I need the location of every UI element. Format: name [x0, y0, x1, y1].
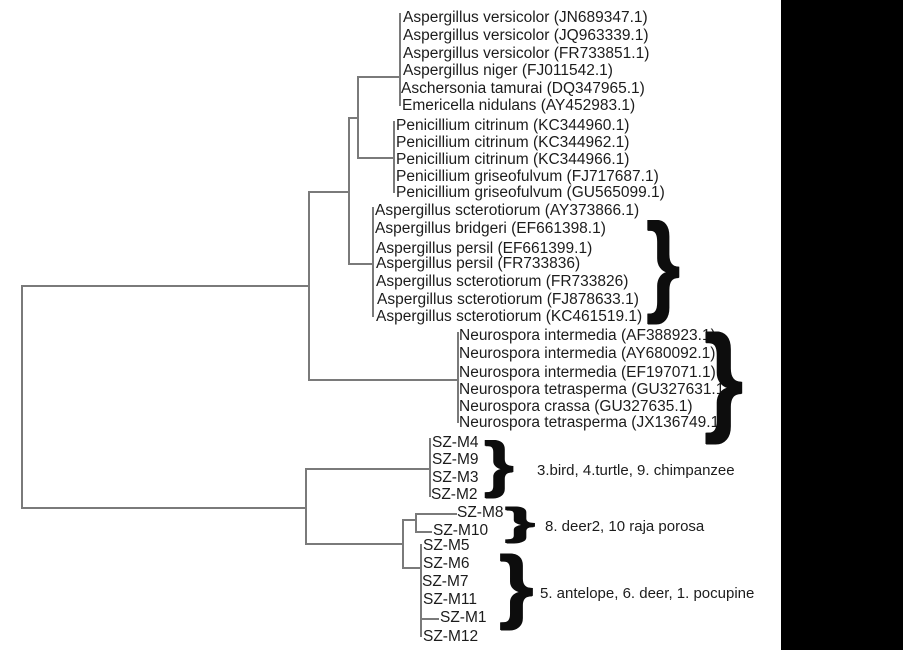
taxon-label: Neurospora tetrasperma (JX136749.1): [459, 414, 725, 431]
branch-line-horizontal: [21, 507, 307, 509]
taxon-label: Aspergillus scterotiorum (FR733826): [376, 273, 629, 290]
taxon-label: Aschersonia tamurai (DQ347965.1): [401, 80, 645, 97]
taxon-label: Penicillium griseofulvum (FJ717687.1): [396, 168, 659, 185]
branch-line-horizontal: [305, 468, 431, 470]
taxon-label: SZ-M9: [432, 451, 479, 468]
branch-line-horizontal: [415, 531, 432, 533]
taxon-label: Aspergillus scterotiorum (KC461519.1): [376, 308, 643, 325]
cluster-bracket: }: [704, 309, 744, 445]
taxon-label: SZ-M7: [422, 573, 469, 590]
branch-line-horizontal: [420, 618, 439, 620]
cluster-bracket: }: [505, 501, 535, 544]
taxon-label: Aspergillus scterotiorum (FJ878633.1): [377, 291, 639, 308]
taxon-label: Neurospora intermedia (AF388923.1): [459, 327, 716, 344]
taxon-label: SZ-M5: [423, 537, 470, 554]
taxon-label: Penicillium citrinum (KC344960.1): [396, 117, 630, 134]
taxon-label: Aspergillus scterotiorum (AY373866.1): [375, 202, 640, 219]
branch-line-vertical: [457, 332, 459, 423]
taxon-label: Penicillium griseofulvum (GU565099.1): [396, 184, 665, 201]
branch-line-horizontal: [308, 379, 459, 381]
black-side-panel: [781, 0, 903, 650]
branch-line-horizontal: [357, 157, 395, 159]
branch-line-vertical: [420, 544, 422, 637]
branch-line-horizontal: [348, 263, 374, 265]
taxon-label: Aspergillus bridgeri (EF661398.1): [375, 220, 606, 237]
taxon-label: SZ-M3: [432, 469, 479, 486]
cluster-annotation: 3.bird, 4.turtle, 9. chimpanzee: [537, 462, 735, 479]
cluster-bracket: }: [484, 430, 514, 499]
taxon-label: Aspergillus persil (FR733836): [376, 255, 581, 272]
taxon-label: SZ-M12: [423, 628, 479, 645]
branch-line-vertical: [305, 468, 307, 543]
branch-line-horizontal: [357, 76, 401, 78]
branch-line-horizontal: [305, 543, 404, 545]
taxon-label: SZ-M2: [431, 486, 478, 503]
taxon-label: SZ-M10: [433, 522, 489, 539]
taxon-label: Neurospora intermedia (AY680092.1): [459, 345, 716, 362]
branch-line-horizontal: [402, 519, 417, 521]
taxon-label: Aspergillus niger (FJ011542.1): [403, 62, 613, 79]
cluster-annotation: 8. deer2, 10 raja porosa: [545, 518, 705, 535]
cluster-bracket: }: [646, 201, 681, 325]
taxon-label: SZ-M6: [423, 555, 470, 572]
taxon-label: Aspergillus versicolor (FR733851.1): [403, 45, 650, 62]
taxon-label: Aspergillus versicolor (JQ963339.1): [403, 27, 649, 44]
branch-line-vertical: [399, 13, 401, 106]
taxon-label: Aspergillus versicolor (JN689347.1): [403, 9, 648, 26]
taxon-label: Neurospora intermedia (EF197071.1): [459, 364, 716, 381]
branch-line-horizontal: [402, 567, 422, 569]
taxon-label: Aspergillus persil (EF661399.1): [376, 240, 593, 257]
branch-line-horizontal: [308, 191, 350, 193]
taxon-label: SZ-M11: [423, 591, 477, 608]
taxon-label: Penicillium citrinum (KC344966.1): [396, 151, 630, 168]
branch-line-horizontal: [21, 285, 310, 287]
taxon-label: Neurospora tetrasperma (GU327631.1): [459, 381, 730, 398]
taxon-label: Neurospora crassa (GU327635.1): [459, 398, 693, 415]
taxon-label: Emericella nidulans (AY452983.1): [402, 97, 636, 114]
taxon-label: Penicillium citrinum (KC344962.1): [396, 134, 630, 151]
branch-line-vertical: [21, 285, 23, 507]
branch-line-horizontal: [415, 513, 457, 515]
branch-line-vertical: [429, 438, 431, 497]
taxon-label: SZ-M4: [432, 434, 479, 451]
cluster-annotation: 5. antelope, 6. deer, 1. pocupine: [540, 585, 755, 602]
taxon-label: SZ-M1: [440, 609, 487, 626]
branch-line-horizontal: [348, 117, 359, 119]
branch-line-vertical: [357, 76, 359, 157]
cluster-bracket: }: [499, 540, 534, 631]
branch-line-vertical: [372, 207, 374, 317]
taxon-label: SZ-M8: [457, 504, 504, 521]
branch-line-vertical: [348, 117, 350, 263]
branch-line-vertical: [415, 513, 417, 531]
